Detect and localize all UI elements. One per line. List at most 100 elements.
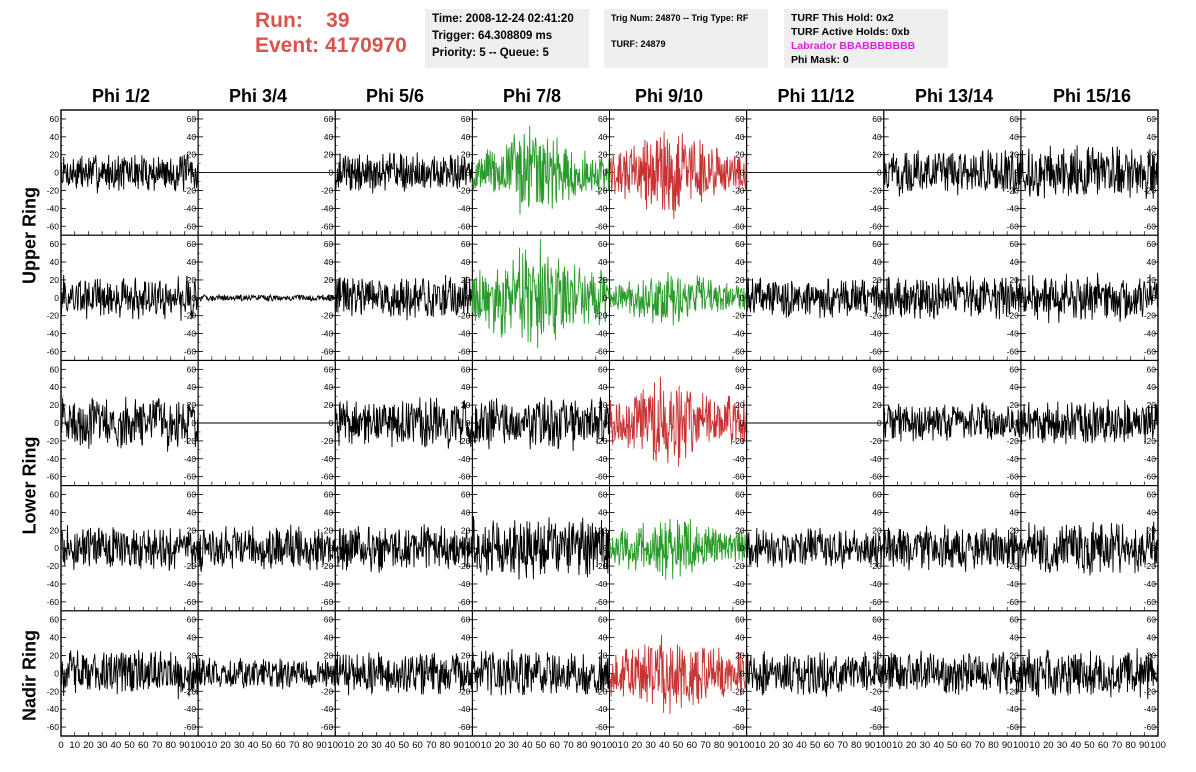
waveform-trace xyxy=(609,518,748,580)
y-tick-label: 0 xyxy=(54,668,59,678)
x-tick-label: 90 xyxy=(1002,740,1013,751)
turf-text: TURF: 24879 xyxy=(611,39,666,49)
y-tick-label: 0 xyxy=(1014,543,1019,553)
x-tick-label: 40 xyxy=(111,740,122,751)
y-tick-label: 0 xyxy=(603,668,608,678)
waveform-trace xyxy=(609,271,748,326)
y-tick-label: -60 xyxy=(869,221,882,231)
y-tick-label: -60 xyxy=(732,221,745,231)
y-tick-label: 0 xyxy=(466,668,471,678)
y-tick-label: -40 xyxy=(47,454,60,464)
y-tick-label: 20 xyxy=(50,525,60,535)
waveform-trace xyxy=(883,650,1022,695)
y-tick-label: 0 xyxy=(466,293,471,303)
y-tick-label: 0 xyxy=(740,168,745,178)
x-tick-label: 30 xyxy=(508,740,519,751)
y-tick-label: 40 xyxy=(598,382,608,392)
x-tick-label: 90 xyxy=(179,740,190,751)
y-tick-label: 40 xyxy=(1009,633,1019,643)
y-tick-label: -60 xyxy=(869,346,882,356)
waveform-trace xyxy=(609,634,748,715)
column-header-phi-7-8: Phi 7/8 xyxy=(502,86,562,106)
y-tick-label: 20 xyxy=(872,525,882,535)
y-tick-label: 0 xyxy=(877,668,882,678)
y-tick-label: -60 xyxy=(732,346,745,356)
y-tick-label: 40 xyxy=(187,382,197,392)
y-tick-label: -40 xyxy=(869,704,882,714)
y-tick-label: 0 xyxy=(54,418,59,428)
y-tick-label: 20 xyxy=(872,150,882,160)
run-value: 39 xyxy=(326,9,350,32)
y-tick-label: -40 xyxy=(1144,454,1157,464)
y-tick-label: 0 xyxy=(1151,543,1156,553)
y-tick-label: 60 xyxy=(461,490,471,500)
waveform-trace xyxy=(198,293,336,303)
event-label: Event: xyxy=(255,34,320,57)
y-tick-label: -40 xyxy=(458,203,471,213)
y-tick-label: 60 xyxy=(872,239,882,249)
y-tick-label: 20 xyxy=(324,651,334,661)
y-tick-label: 20 xyxy=(324,400,334,410)
x-tick-label: 40 xyxy=(796,740,807,751)
y-tick-label: 20 xyxy=(1009,651,1019,661)
y-tick-label: 60 xyxy=(735,114,745,124)
x-tick-label: 80 xyxy=(851,740,862,751)
y-tick-label: -60 xyxy=(595,722,608,732)
y-tick-label: -20 xyxy=(1007,561,1020,571)
y-tick-label: 20 xyxy=(324,275,334,285)
y-tick-label: -60 xyxy=(184,472,197,482)
y-tick-label: -60 xyxy=(458,472,471,482)
y-tick-label: 20 xyxy=(187,150,197,160)
y-tick-label: -20 xyxy=(595,686,608,696)
y-tick-label: 40 xyxy=(872,132,882,142)
x-tick-label: 50 xyxy=(1084,740,1095,751)
waveform-trace xyxy=(334,152,473,194)
x-tick-label: 50 xyxy=(947,740,958,751)
y-tick-label: -60 xyxy=(1144,346,1157,356)
y-tick-label: 60 xyxy=(324,615,334,625)
y-tick-label: 60 xyxy=(1147,490,1157,500)
x-tick-label: 30 xyxy=(782,740,793,751)
y-tick-label: -20 xyxy=(321,311,334,321)
y-tick-label: 60 xyxy=(598,490,608,500)
y-tick-label: -60 xyxy=(321,221,334,231)
x-tick-label: 20 xyxy=(495,740,506,751)
y-tick-label: 0 xyxy=(329,293,334,303)
y-tick-label: -40 xyxy=(321,329,334,339)
x-tick-label: 60 xyxy=(549,740,560,751)
y-tick-label: -20 xyxy=(1144,686,1157,696)
y-tick-label: 60 xyxy=(735,490,745,500)
y-tick-label: 20 xyxy=(1147,275,1157,285)
y-tick-label: -20 xyxy=(732,311,745,321)
x-tick-label: 40 xyxy=(1070,740,1081,751)
y-tick-label: 60 xyxy=(1147,114,1157,124)
y-tick-label: -60 xyxy=(1144,722,1157,732)
y-tick-label: -60 xyxy=(595,346,608,356)
y-tick-label: 0 xyxy=(54,293,59,303)
column-header-phi-5-6: Phi 5/6 xyxy=(365,86,425,106)
y-tick-label: -40 xyxy=(595,704,608,714)
waveform-trace xyxy=(334,524,473,573)
waveform-trace xyxy=(471,648,610,696)
y-tick-label: -20 xyxy=(595,311,608,321)
y-tick-label: -60 xyxy=(47,722,60,732)
y-tick-label: -60 xyxy=(732,472,745,482)
x-tick-label: 10 xyxy=(892,740,903,751)
y-tick-label: -20 xyxy=(732,561,745,571)
column-header-phi-9-10: Phi 9/10 xyxy=(634,86,704,106)
y-tick-label: -60 xyxy=(321,346,334,356)
y-tick-label: 60 xyxy=(187,615,197,625)
waveform-trace xyxy=(883,149,1022,197)
y-tick-label: 60 xyxy=(50,114,60,124)
x-tick-label: 100 xyxy=(602,740,618,751)
y-tick-label: 60 xyxy=(598,239,608,249)
x-tick-label: 30 xyxy=(645,740,656,751)
y-tick-label: 40 xyxy=(187,257,197,267)
y-tick-label: 60 xyxy=(872,364,882,374)
x-tick-label: 20 xyxy=(1043,740,1054,751)
y-tick-label: 20 xyxy=(187,651,197,661)
x-tick-label: 40 xyxy=(933,740,944,751)
x-tick-label: 50 xyxy=(810,740,821,751)
waveform-trace xyxy=(1020,272,1159,324)
